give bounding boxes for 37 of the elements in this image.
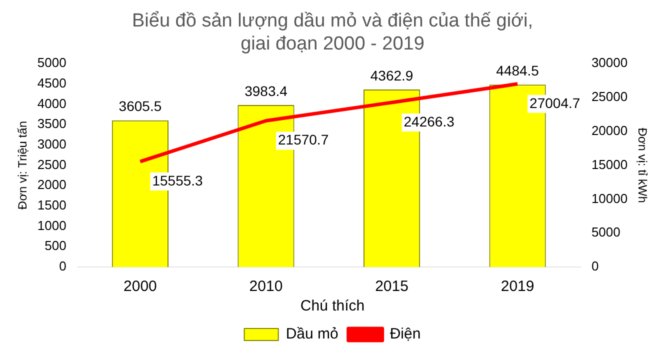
y2-axis-title: Đơn vị: tỉ kWh xyxy=(635,128,650,203)
y-tick-label: 1000 xyxy=(37,218,66,233)
data-label: 24266.3 xyxy=(404,113,455,130)
text: giai đoạn 2000 - 2019 xyxy=(240,33,424,54)
legend-title: Chú thích xyxy=(300,298,365,315)
y2-tick-label: 10000 xyxy=(591,190,628,206)
data-label: 21570.7 xyxy=(278,132,329,148)
data-label: 3983.4 xyxy=(244,82,288,99)
y2-tick-label: 20000 xyxy=(591,122,628,138)
y-axis-title: Đơn vị: Triệu tấn xyxy=(16,121,30,210)
y-tick-label: 2000 xyxy=(37,177,66,192)
data-label: 3605.5 xyxy=(118,98,162,114)
x-tick-label: 2019 xyxy=(500,278,534,296)
y2-tick-label: 5000 xyxy=(591,224,620,240)
x-tick-label: 2010 xyxy=(249,278,283,296)
y-tick-label: 0 xyxy=(59,258,66,274)
data-label: 4362.9 xyxy=(370,67,414,84)
y2-tick-label: 15000 xyxy=(591,156,628,172)
y-tick-label: 3500 xyxy=(37,116,66,132)
x-tick-label: 2015 xyxy=(375,278,408,296)
y-tick-label: 3000 xyxy=(37,136,66,152)
y-tick-label: 2500 xyxy=(37,156,66,172)
y-tick-label: 1500 xyxy=(37,198,66,213)
y2-tick-label: 0 xyxy=(591,258,599,274)
y2-tick-label: 25000 xyxy=(591,89,628,104)
y-tick-label: 5000 xyxy=(37,55,66,70)
data-label: 4484.5 xyxy=(496,62,540,78)
data-label: 15555.3 xyxy=(152,172,204,188)
y2-tick-label: 30000 xyxy=(591,55,628,70)
legend-label: Điện xyxy=(390,326,421,343)
x-tick-label: 2000 xyxy=(124,278,157,296)
data-label: 27004.7 xyxy=(530,94,580,111)
y-tick-label: 500 xyxy=(44,238,66,254)
legend-label: Dầu mỏ xyxy=(286,326,338,343)
text: Biểu đồ sản lượng dầu mỏ và điện của thế giới, xyxy=(132,10,533,32)
y-tick-label: 4000 xyxy=(37,96,66,111)
y-tick-label: 4500 xyxy=(37,76,66,91)
